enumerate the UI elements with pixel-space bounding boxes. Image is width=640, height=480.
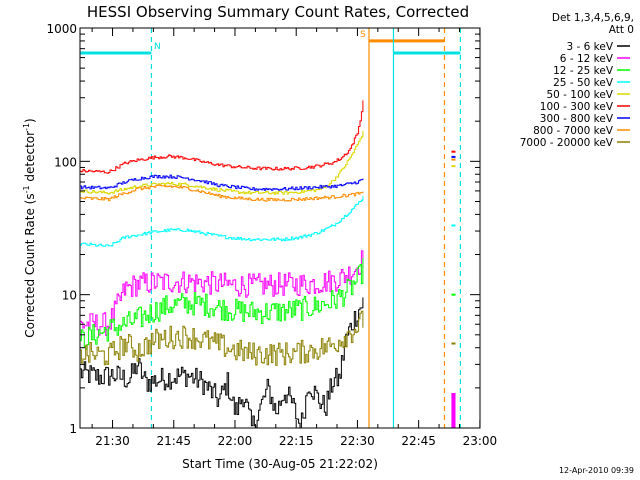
legend-label-2: 12 - 25 keV	[553, 65, 614, 77]
x-tick-label-3: 22:15	[279, 434, 314, 448]
x-tick-label-4: 22:30	[340, 434, 375, 448]
y-label-mid: detector	[23, 131, 37, 186]
chart-title: HESSI Observing Summary Count Rates, Cor…	[87, 3, 469, 21]
legend-label-8: 7000 - 20000 keV	[520, 137, 614, 149]
legend-label-0: 3 - 6 keV	[566, 41, 613, 53]
series-line-6	[80, 174, 364, 191]
legend-label-3: 25 - 50 keV	[553, 77, 614, 89]
series-line-8	[80, 310, 364, 366]
legend-header-line2: Att 0	[609, 24, 634, 36]
marker-label-1: S	[360, 30, 366, 40]
legend-label-5: 100 - 300 keV	[540, 101, 614, 113]
y-tick-label-0: 1	[69, 422, 77, 436]
timestamp: 12-Apr-2010 09:39	[559, 466, 634, 475]
y-label-main: Corrected Count Rate (s	[23, 193, 37, 337]
post-gap-block	[451, 393, 456, 428]
y-axis-label: Corrected Count Rate (s-1 detector-1)	[22, 118, 37, 337]
legend-label-4: 50 - 100 keV	[546, 89, 613, 101]
y-tick-label-3: 1000	[46, 22, 77, 36]
legend-label-1: 6 - 12 keV	[560, 53, 614, 65]
y-tick-label-1: 10	[62, 289, 77, 303]
series-line-4	[80, 131, 364, 195]
legend-label-7: 800 - 7000 keV	[533, 125, 614, 137]
series-lines	[80, 100, 456, 429]
y-label-sup1: -1	[22, 185, 31, 193]
x-tick-label-5: 22:45	[401, 434, 436, 448]
observation-markers: NS	[80, 28, 462, 428]
y-label-sup2: -1	[22, 123, 31, 131]
series-line-0	[80, 297, 364, 429]
y-axis: 1 10 100 1000	[46, 22, 480, 436]
series-line-2	[80, 258, 364, 350]
x-tick-label-1: 21:45	[156, 434, 191, 448]
x-axis-label: Start Time (30-Aug-05 21:22:02)	[182, 457, 378, 471]
series-line-5	[80, 100, 364, 174]
legend-header-line1: Det 1,3,4,5,6,9,	[552, 12, 634, 24]
series-line-3	[80, 196, 364, 247]
x-tick-label-0: 21:30	[95, 434, 130, 448]
series-line-7	[80, 184, 364, 202]
y-tick-label-2: 100	[54, 155, 77, 169]
marker-label-0: N	[154, 42, 161, 52]
x-axis: 21:30 21:45 22:00 22:15 22:30 22:45 23:00	[91, 28, 498, 448]
x-tick-label-2: 22:00	[218, 434, 253, 448]
x-tick-label-6: 23:00	[463, 434, 498, 448]
plot-frame	[79, 27, 481, 429]
series-line-1	[80, 250, 364, 336]
legend-label-6: 300 - 800 keV	[540, 113, 614, 125]
y-label-end: )	[23, 118, 37, 123]
